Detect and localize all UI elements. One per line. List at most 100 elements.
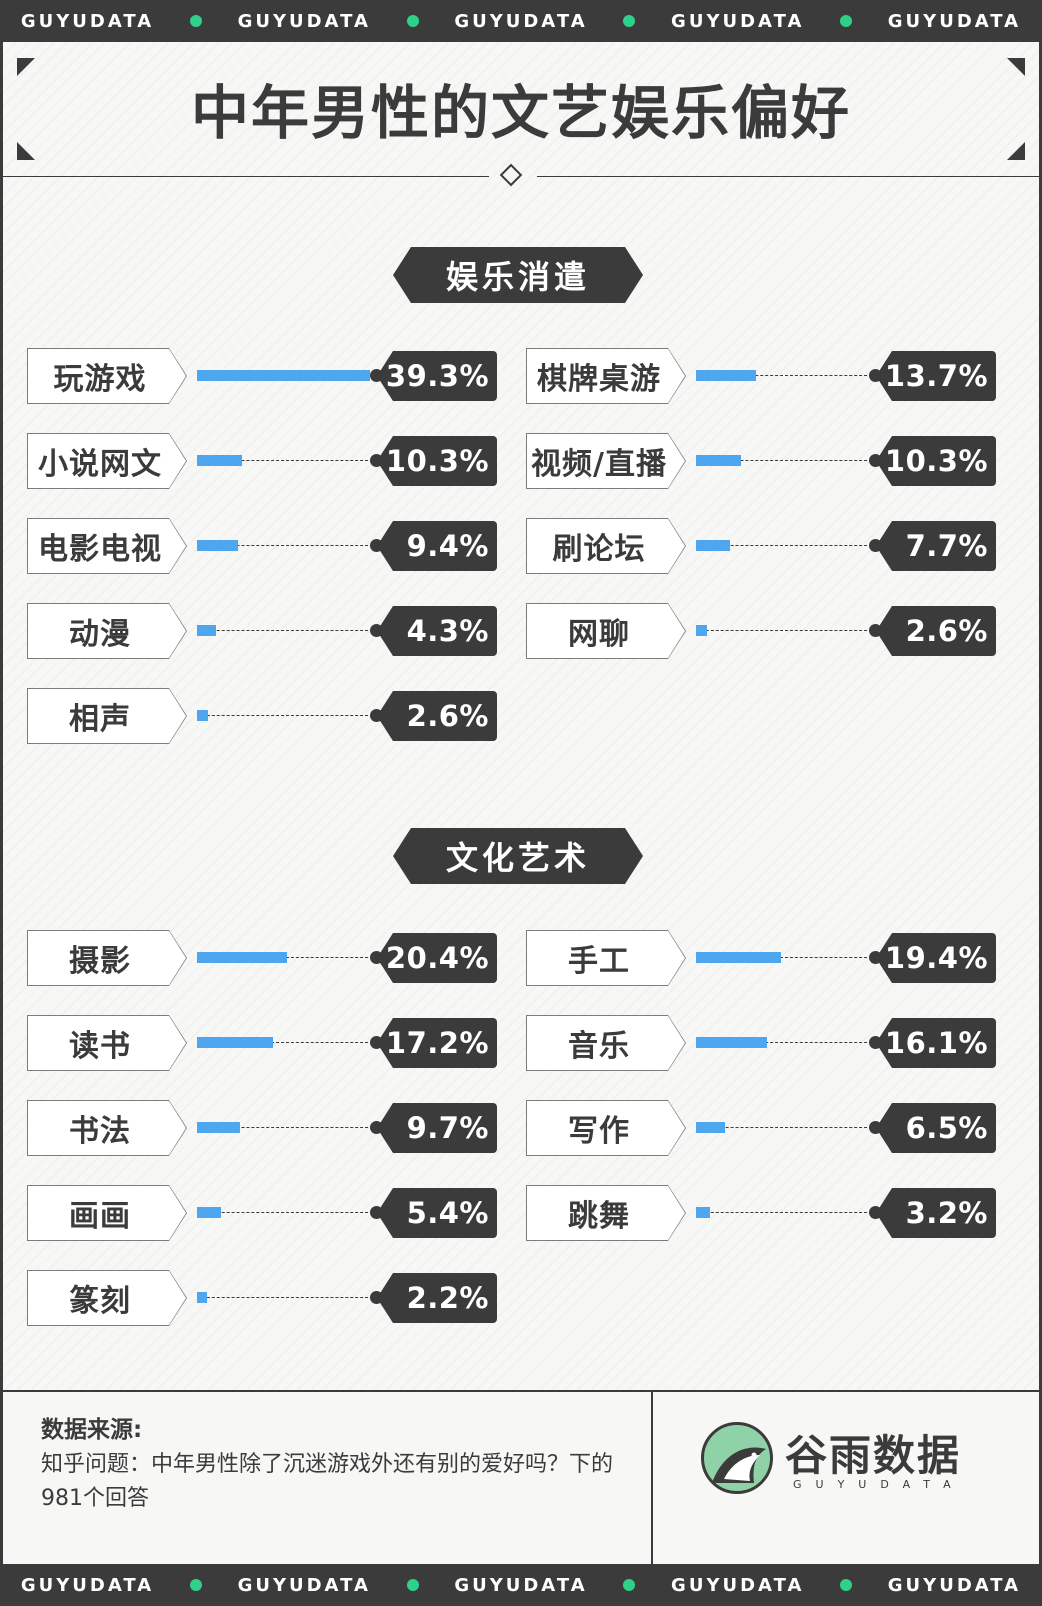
source-text: 知乎问题：中年男性除了沉迷游戏外还有别的爱好吗？下的981个回答 — [41, 1452, 614, 1511]
value-label: 20.4% — [377, 933, 497, 983]
bar-item: 视频/直播 10.3% — [526, 433, 996, 489]
value-label: 6.5% — [876, 1103, 996, 1153]
bar-item: 摄影 20.4% — [27, 930, 497, 986]
logo-name: 谷雨数据 — [785, 1431, 962, 1480]
category-tag: 书法 — [27, 1100, 187, 1156]
infographic-panel: 中年男性的文艺娱乐偏好 娱乐消遣 玩游戏 39.3% 棋牌桌游 13.7% 小说网文 10… — [3, 42, 1039, 1566]
strip-brand-text: GUYUDATA — [887, 10, 1022, 32]
bar-track — [197, 545, 373, 546]
bar-item: 玩游戏 39.3% — [27, 348, 497, 404]
dot-icon — [406, 1579, 419, 1591]
category-tag: 刷论坛 — [526, 518, 686, 574]
category-label: 动漫 — [28, 604, 186, 658]
page-title: 中年男性的文艺娱乐偏好 — [190, 79, 851, 147]
category-tag: 网聊 — [526, 603, 686, 659]
bar-item: 跳舞 3.2% — [526, 1185, 996, 1241]
bar — [696, 952, 782, 963]
value-label: 3.2% — [876, 1188, 996, 1238]
bar-track — [696, 1127, 872, 1128]
bar-track — [197, 630, 373, 631]
category-label: 相声 — [28, 689, 186, 743]
category-label: 写作 — [527, 1101, 685, 1155]
strip-brand-text: GUYUDATA — [671, 1574, 805, 1596]
section-heading: 娱乐消遣 — [393, 247, 643, 303]
bar-item: 小说网文 10.3% — [27, 433, 497, 489]
bar-item: 刷论坛 7.7% — [526, 518, 996, 574]
bar — [197, 540, 239, 551]
dot-icon — [840, 1579, 853, 1591]
bar-track — [197, 460, 373, 461]
bar-item: 手工 19.4% — [526, 930, 996, 986]
category-tag: 写作 — [526, 1100, 686, 1156]
category-tag: 视频/直播 — [526, 433, 686, 489]
bar-track — [696, 545, 872, 546]
category-label: 刷论坛 — [527, 519, 685, 573]
bar-item: 书法 9.7% — [27, 1100, 497, 1156]
value-label: 17.2% — [377, 1018, 497, 1068]
corner-triangle-icon — [1007, 142, 1025, 160]
footer: 数据来源: 知乎问题：中年男性除了沉迷游戏外还有别的爱好吗？下的981个回答 谷… — [3, 1390, 1039, 1566]
strip-brand-text: GUYUDATA — [454, 1574, 588, 1596]
bar — [696, 1207, 711, 1218]
bar-track — [696, 375, 872, 376]
strip-brand-text: GUYUDATA — [20, 1574, 155, 1596]
strip-brand-text: GUYUDATA — [237, 10, 371, 32]
category-label: 书法 — [28, 1101, 186, 1155]
bar — [197, 710, 209, 721]
value-label: 2.6% — [377, 691, 497, 741]
value-label: 16.1% — [876, 1018, 996, 1068]
dot-icon — [840, 15, 853, 27]
value-label: 19.4% — [876, 933, 996, 983]
value-label: 9.4% — [377, 521, 497, 571]
value-label: 39.3% — [377, 351, 497, 401]
dot-icon — [623, 15, 636, 27]
value-label: 2.2% — [377, 1273, 497, 1323]
bar-item: 相声 2.6% — [27, 688, 497, 744]
category-label: 画画 — [28, 1186, 186, 1240]
bar — [197, 952, 287, 963]
category-label: 音乐 — [527, 1016, 685, 1070]
bar — [696, 455, 742, 466]
category-tag: 电影电视 — [27, 518, 187, 574]
corner-triangle-icon — [17, 142, 35, 160]
dot-icon — [189, 15, 202, 27]
strip-brand-text: GUYUDATA — [20, 10, 155, 32]
bar-item: 篆刻 2.2% — [27, 1270, 497, 1326]
section-heading: 文化艺术 — [393, 828, 643, 884]
category-label: 手工 — [527, 931, 685, 985]
category-label: 篆刻 — [28, 1271, 186, 1325]
bar-item: 读书 17.2% — [27, 1015, 497, 1071]
strip-brand-text: GUYUDATA — [237, 1574, 371, 1596]
dot-icon — [189, 1579, 202, 1591]
value-label: 10.3% — [876, 436, 996, 486]
category-tag: 相声 — [27, 688, 187, 744]
category-tag: 篆刻 — [27, 1270, 187, 1326]
bar — [197, 1207, 221, 1218]
value-label: 4.3% — [377, 606, 497, 656]
bar — [197, 1292, 207, 1303]
bar-item: 动漫 4.3% — [27, 603, 497, 659]
category-tag: 动漫 — [27, 603, 187, 659]
bar — [197, 1122, 240, 1133]
category-tag: 玩游戏 — [27, 348, 187, 404]
strip-brand-text: GUYUDATA — [887, 1574, 1022, 1596]
value-label: 9.7% — [377, 1103, 497, 1153]
value-label: 5.4% — [377, 1188, 497, 1238]
bar-track — [696, 1212, 872, 1213]
title-divider — [537, 176, 1039, 177]
strip-brand-text: GUYUDATA — [671, 10, 805, 32]
category-tag: 棋牌桌游 — [526, 348, 686, 404]
bar — [696, 540, 730, 551]
bar-item: 写作 6.5% — [526, 1100, 996, 1156]
value-label: 7.7% — [876, 521, 996, 571]
bar-item: 电影电视 9.4% — [27, 518, 497, 574]
category-tag: 读书 — [27, 1015, 187, 1071]
source-label: 数据来源: — [41, 1417, 143, 1443]
category-tag: 跳舞 — [526, 1185, 686, 1241]
bar-track — [197, 715, 373, 716]
corner-triangle-icon — [17, 58, 35, 76]
category-label: 摄影 — [28, 931, 186, 985]
bottom-brand-strip: GUYUDATA GUYUDATA GUYUDATA GUYUDATA GUYU… — [0, 1564, 1042, 1606]
bar — [197, 1037, 273, 1048]
title-divider — [3, 176, 489, 177]
